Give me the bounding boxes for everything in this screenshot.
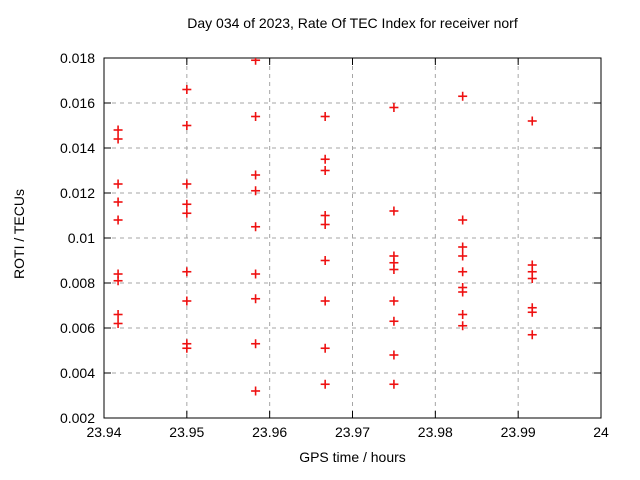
y-tick-label: 0.016 <box>60 95 95 111</box>
y-tick-label: 0.01 <box>68 230 95 246</box>
x-tick-label: 23.95 <box>169 424 204 440</box>
x-axis-label: GPS time / hours <box>299 449 406 465</box>
x-tick-label: 23.97 <box>335 424 370 440</box>
y-tick-label: 0.018 <box>60 50 95 66</box>
y-tick-label: 0.006 <box>60 320 95 336</box>
y-tick-label: 0.014 <box>60 140 95 156</box>
x-tick-label: 24 <box>593 424 609 440</box>
y-tick-label: 0.004 <box>60 365 95 381</box>
x-tick-label: 23.98 <box>418 424 453 440</box>
data-points <box>113 58 537 396</box>
x-tick-label: 23.99 <box>501 424 536 440</box>
y-tick-label: 0.012 <box>60 185 95 201</box>
chart-title: Day 034 of 2023, Rate Of TEC Index for r… <box>187 15 518 31</box>
x-tick-label: 23.96 <box>252 424 287 440</box>
y-tick-label: 0.002 <box>60 410 95 426</box>
x-tick-label: 23.94 <box>86 424 121 440</box>
y-tick-label: 0.008 <box>60 275 95 291</box>
